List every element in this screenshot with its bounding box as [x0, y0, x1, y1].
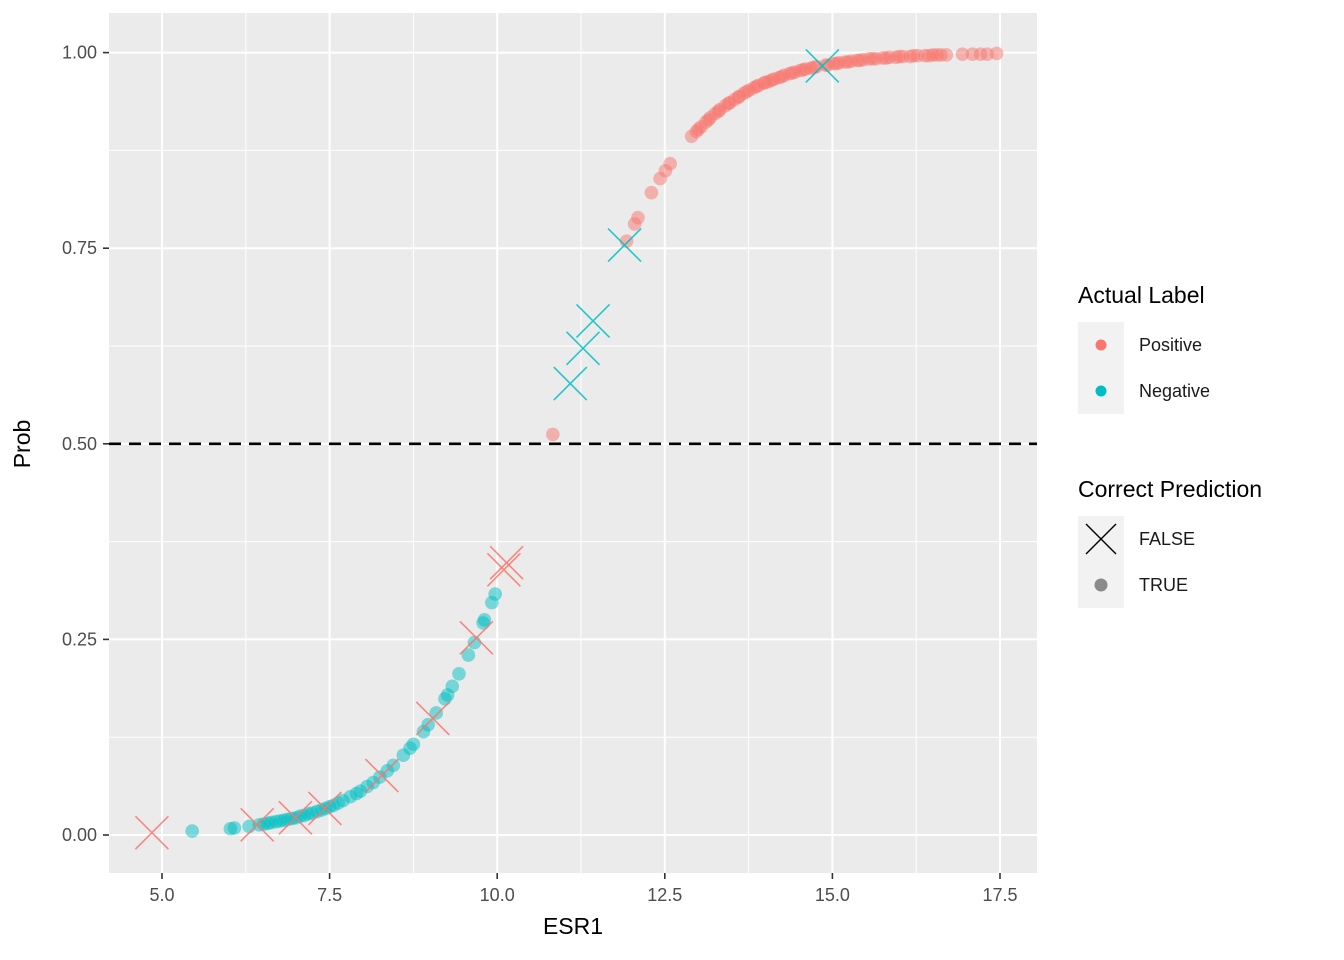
- legend-key-false: [1078, 516, 1124, 562]
- points-positive-false: [134, 545, 524, 850]
- true-dot-icon: [1094, 578, 1108, 592]
- x-mark-icon: [1085, 523, 1117, 555]
- legend-label-false: FALSE: [1139, 528, 1196, 549]
- legend-item-positive: Positive: [1078, 322, 1338, 368]
- x-mark-stroke: [565, 331, 601, 366]
- data-point-circle: [467, 635, 482, 650]
- legend-key-negative: [1078, 368, 1124, 414]
- y-axis-title: Prob: [9, 420, 35, 469]
- data-point-circle: [421, 717, 435, 732]
- data-point-circle: [663, 156, 677, 171]
- y-tick-label: 0.00: [62, 825, 97, 845]
- data-point-x-mark: [364, 758, 399, 793]
- data-point-circle: [546, 427, 560, 442]
- legend-item-false: FALSE: [1078, 516, 1338, 562]
- x-mark-stroke: [489, 545, 524, 580]
- data-point-circle: [185, 824, 199, 838]
- data-point-circle: [644, 185, 659, 200]
- x-tick-label: 15.0: [815, 885, 850, 905]
- x-mark-stroke: [415, 701, 450, 736]
- data-point-x-mark: [278, 800, 313, 835]
- x-mark-stroke: [805, 48, 840, 83]
- legend-item-true: TRUE: [1078, 562, 1338, 608]
- legend-key-positive: [1078, 322, 1124, 368]
- data-point-x-mark: [576, 303, 611, 339]
- data-point-circle: [619, 234, 634, 248]
- x-mark-stroke: [553, 366, 588, 401]
- y-tick-label: 0.50: [62, 434, 97, 454]
- data-point-x-mark: [307, 791, 342, 826]
- y-tick-label: 0.25: [62, 629, 97, 649]
- points-negative-false: [553, 48, 840, 401]
- data-point-x-mark: [240, 807, 275, 842]
- points-positive-true: [546, 46, 1004, 442]
- legend-label-negative: Negative: [1139, 380, 1211, 401]
- data-point-circle: [955, 47, 970, 61]
- legend-group-actual-label: Actual Label Positive: [1078, 283, 1338, 414]
- data-point-x-mark: [486, 552, 521, 587]
- data-point-x-mark: [553, 366, 588, 401]
- data-point-circle: [631, 210, 645, 225]
- x-mark-stroke: [576, 303, 611, 339]
- x-tick-label: 12.5: [647, 885, 682, 905]
- data-point-circle: [939, 48, 954, 62]
- x-mark-stroke: [364, 758, 399, 793]
- legend-key-true: [1078, 562, 1124, 608]
- legend: Actual Label Positive: [1078, 283, 1338, 608]
- data-point-circle: [989, 46, 1004, 61]
- points-negative-true: [185, 587, 502, 838]
- data-point-x-mark: [459, 620, 494, 655]
- data-point-circle: [477, 613, 492, 627]
- data-point-circle: [386, 758, 401, 773]
- x-mark-stroke: [607, 228, 642, 263]
- data-point-circle: [406, 737, 421, 752]
- data-point-x-mark: [134, 815, 170, 850]
- x-mark-stroke: [486, 552, 521, 587]
- data-point-x-mark: [805, 48, 840, 83]
- data-point-x-mark: [489, 545, 524, 580]
- x-tick-label: 5.0: [149, 885, 174, 905]
- x-axis-title: ESR1: [543, 913, 603, 939]
- x-mark-stroke: [278, 800, 313, 835]
- chart-layers: 5.0 7.5 10.0 12.5 15.0 17.5 0.00 0.25 0.50 0.75 1.…: [62, 13, 1037, 905]
- legend-label-positive: Positive: [1139, 334, 1203, 355]
- x-mark-stroke: [459, 620, 494, 655]
- x-tick-label: 10.0: [480, 885, 515, 905]
- x-mark-stroke: [134, 815, 170, 850]
- positive-dot-icon: [1095, 339, 1107, 351]
- legend-group-correct-prediction: Correct Prediction FALSE: [1078, 477, 1338, 608]
- data-point-x-mark: [607, 228, 642, 263]
- legend-item-negative: Negative: [1078, 368, 1338, 414]
- legend-title-actual-label: Actual Label: [1078, 282, 1205, 308]
- x-tick-label: 7.5: [317, 885, 342, 905]
- data-point-circle: [461, 648, 476, 662]
- x-tick-label: 17.5: [982, 885, 1017, 905]
- negative-dot-icon: [1095, 385, 1107, 397]
- data-point-x-mark: [565, 331, 601, 366]
- data-point-circle: [429, 706, 443, 720]
- y-tick-label: 0.75: [62, 238, 97, 258]
- data-point-circle: [445, 679, 460, 694]
- data-point-x-mark: [415, 701, 450, 736]
- x-mark-stroke: [240, 807, 275, 842]
- data-point-circle: [488, 587, 502, 601]
- data-point-circle: [227, 821, 242, 835]
- data-point-circle: [452, 667, 466, 681]
- x-mark-stroke: [307, 791, 342, 826]
- legend-title-correct-prediction: Correct Prediction: [1078, 476, 1263, 502]
- y-tick-label: 1.00: [62, 43, 97, 63]
- legend-label-true: TRUE: [1139, 574, 1188, 595]
